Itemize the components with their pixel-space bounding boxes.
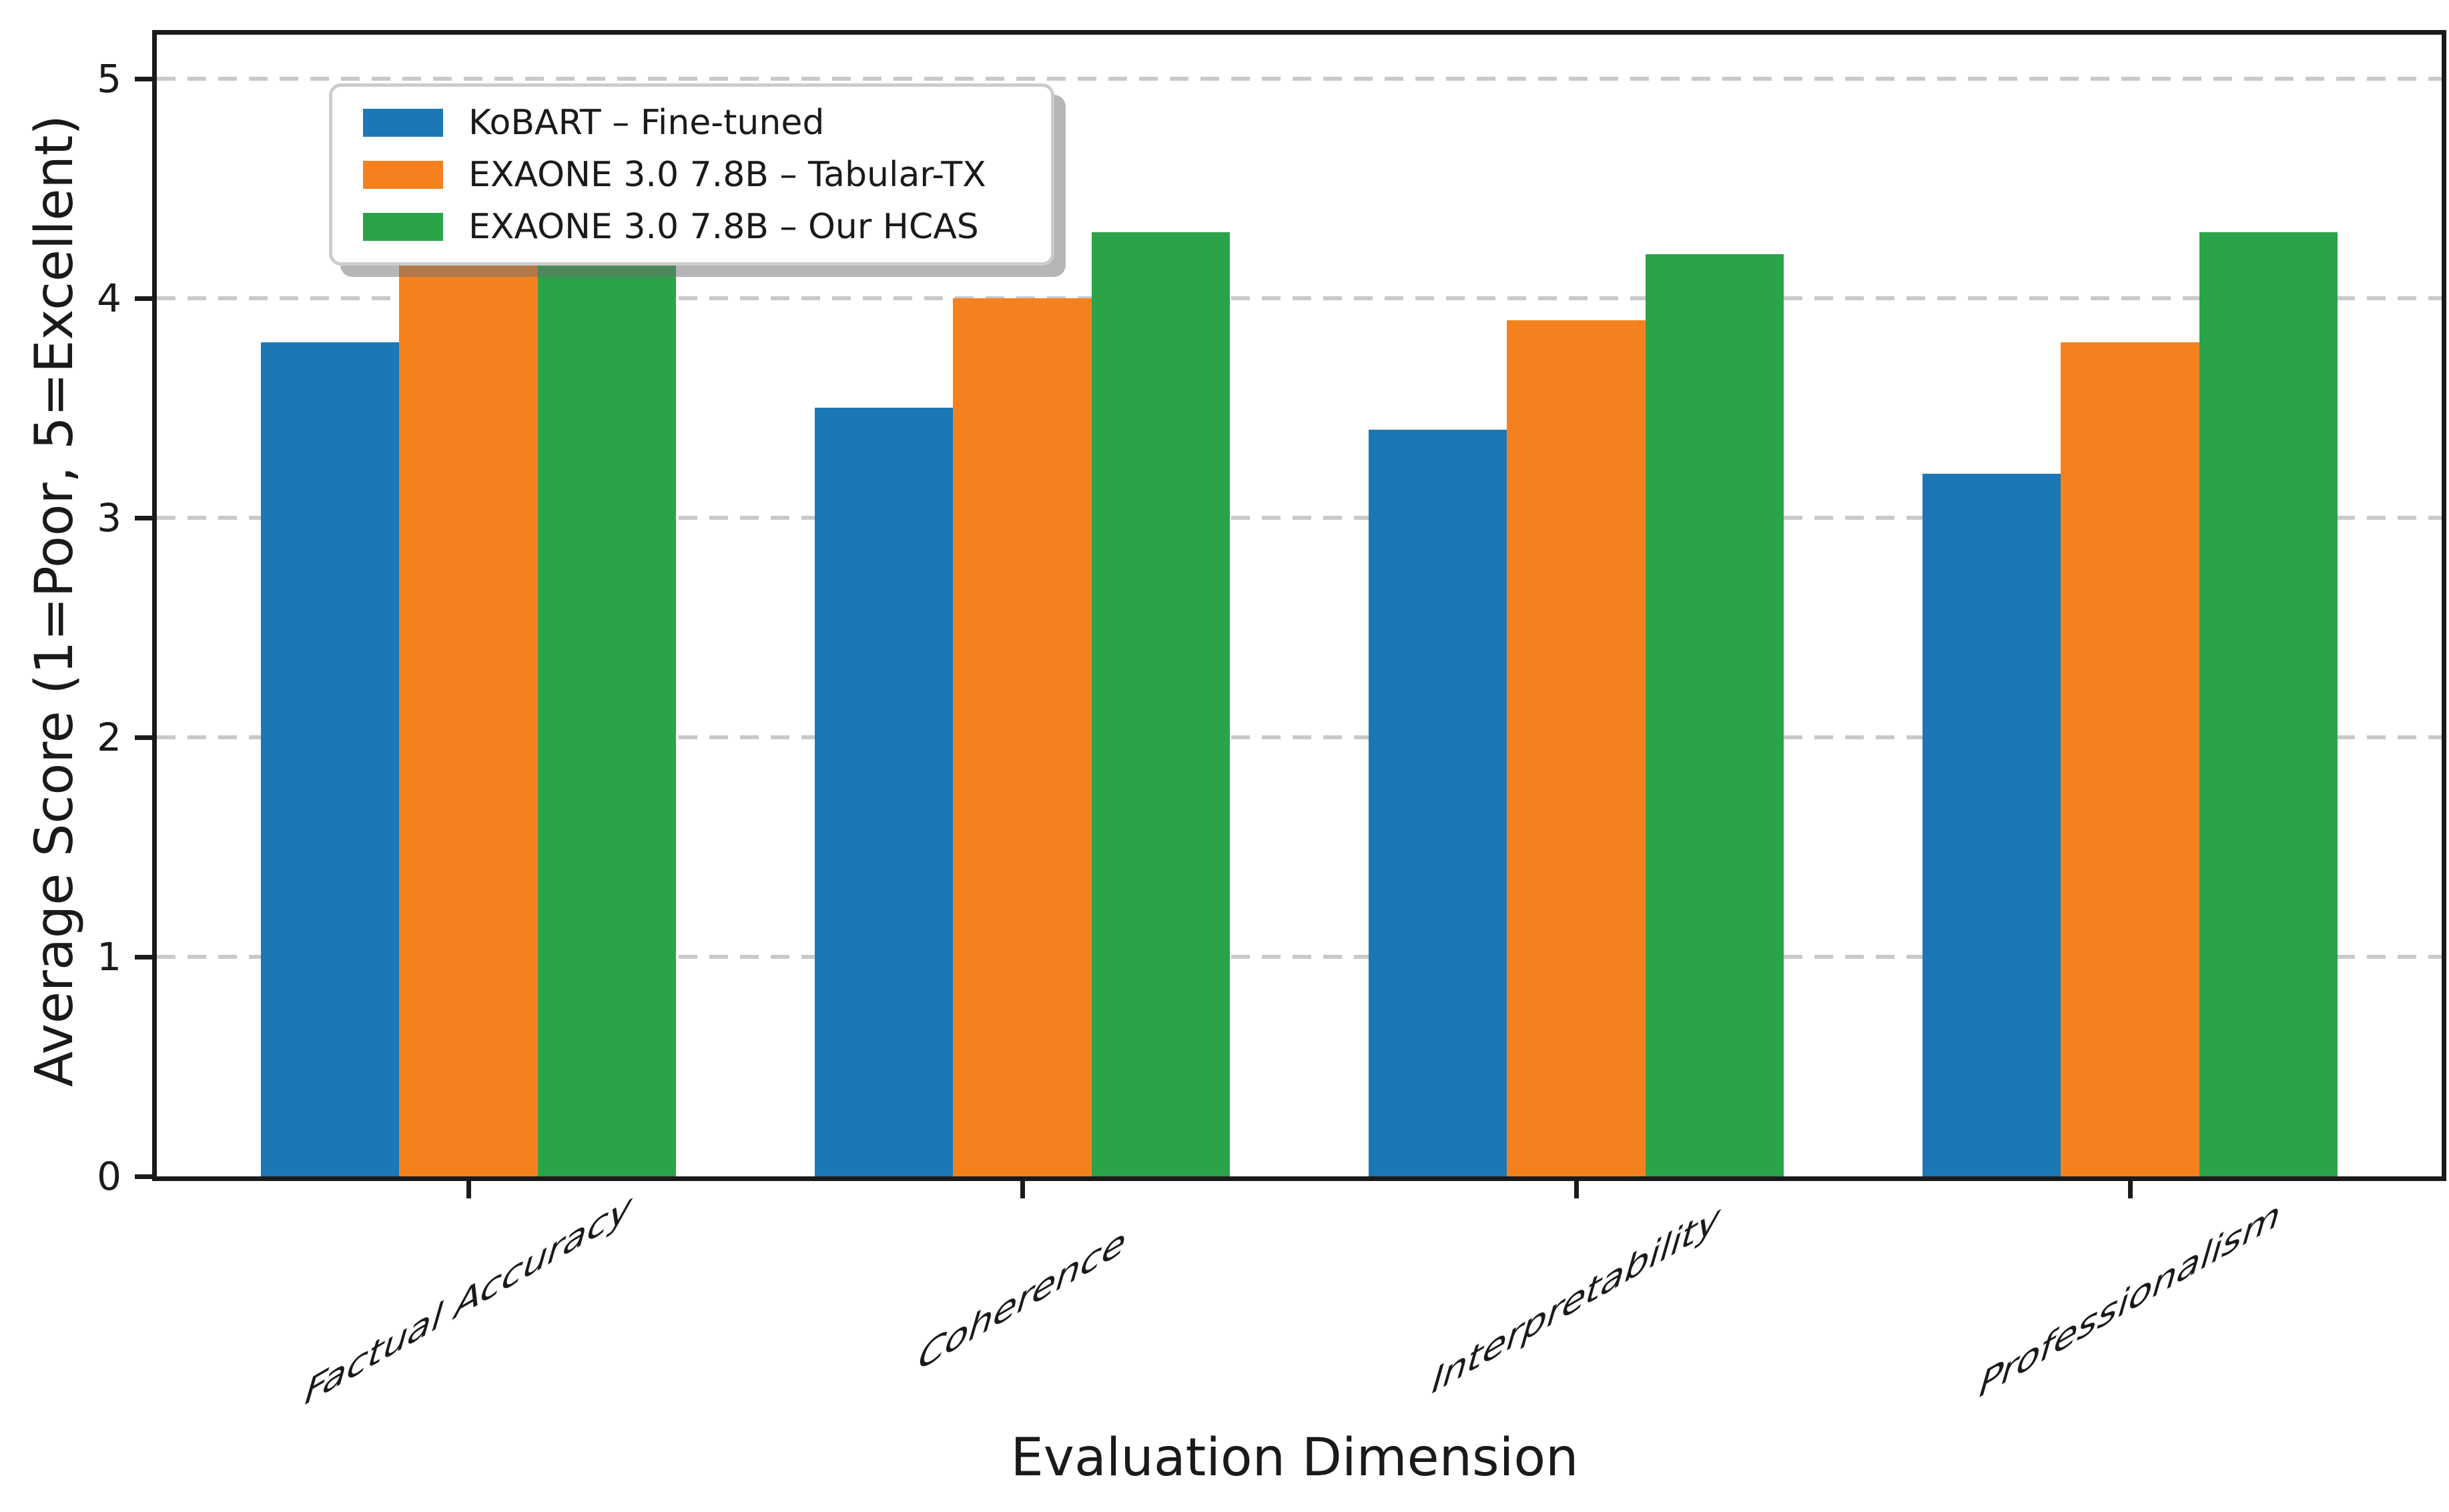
legend-label-exaone-3-0-7-8b-tabular-tx: EXAONE 3.0 7.8B – Tabular-TX xyxy=(468,154,986,195)
y-tick-label-4: 4 xyxy=(97,275,121,321)
legend-label-exaone-3-0-7-8b-our-hcas: EXAONE 3.0 7.8B – Our HCAS xyxy=(468,206,979,247)
legend-item-exaone-3-0-7-8b-our-hcas: EXAONE 3.0 7.8B – Our HCAS xyxy=(363,201,1031,253)
plot-canvas xyxy=(157,35,2442,1176)
y-tick-mark-0 xyxy=(135,1174,152,1179)
y-tick-mark-2 xyxy=(135,735,152,740)
bar-exaone-3-0-7-8b-tabular-tx-coherence xyxy=(953,298,1092,1176)
bar-exaone-3-0-7-8b-our-hcas-factual-accuracy xyxy=(537,243,677,1176)
bar-kobart-fine-tuned-professionalism xyxy=(1922,474,2061,1176)
gridline-y-2 xyxy=(157,735,2442,739)
gridline-y-3 xyxy=(157,515,2442,520)
legend-swatch-kobart-fine-tuned xyxy=(363,108,443,137)
y-tick-mark-4 xyxy=(135,296,152,301)
legend-swatch-exaone-3-0-7-8b-our-hcas xyxy=(363,212,443,241)
bar-exaone-3-0-7-8b-our-hcas-coherence xyxy=(1091,232,1231,1176)
y-tick-label-3: 3 xyxy=(97,494,121,540)
y-tick-mark-5 xyxy=(135,76,152,81)
bar-kobart-fine-tuned-interpretability xyxy=(1368,430,1507,1176)
x-tick-label-professionalism: Professionalism xyxy=(1973,1189,2288,1409)
y-axis-label: Average Score (1=Poor, 5=Excellent) xyxy=(25,115,85,1087)
bar-exaone-3-0-7-8b-tabular-tx-interpretability xyxy=(1507,320,1646,1176)
x-tick-label-interpretability: Interpretability xyxy=(1425,1193,1727,1405)
y-tick-label-1: 1 xyxy=(97,933,121,980)
y-tick-mark-1 xyxy=(135,954,152,960)
x-axis-label: Evaluation Dimension xyxy=(1010,1428,1579,1488)
bar-kobart-fine-tuned-coherence xyxy=(814,408,954,1176)
legend: KoBART – Fine-tuned EXAONE 3.0 7.8B – Tab… xyxy=(329,83,1054,266)
gridline-y-5 xyxy=(157,76,2442,81)
y-tick-label-0: 0 xyxy=(97,1154,121,1199)
x-tick-label-coherence: Coherence xyxy=(912,1216,1133,1382)
x-tick-mark-interpretability xyxy=(1574,1181,1580,1198)
bar-exaone-3-0-7-8b-tabular-tx-professionalism xyxy=(2061,342,2199,1176)
plot-area: KoBART – Fine-tuned EXAONE 3.0 7.8B – Tab… xyxy=(152,30,2446,1181)
legend-label-kobart-fine-tuned: KoBART – Fine-tuned xyxy=(468,102,825,143)
y-tick-label-2: 2 xyxy=(97,714,121,760)
bar-exaone-3-0-7-8b-tabular-tx-factual-accuracy xyxy=(399,254,538,1176)
x-tick-mark-professionalism xyxy=(2128,1181,2133,1198)
x-tick-mark-coherence xyxy=(1020,1181,1025,1198)
gridline-y-4 xyxy=(157,296,2442,300)
bar-exaone-3-0-7-8b-our-hcas-professionalism xyxy=(2199,232,2338,1176)
y-tick-label-5: 5 xyxy=(97,55,121,101)
x-tick-mark-factual-accuracy xyxy=(466,1181,471,1198)
y-tick-mark-3 xyxy=(135,515,152,520)
bar-kobart-fine-tuned-factual-accuracy xyxy=(260,342,400,1176)
gridline-y-1 xyxy=(157,954,2442,959)
x-tick-label-factual-accuracy: Factual Accuracy xyxy=(298,1182,639,1417)
legend-swatch-exaone-3-0-7-8b-tabular-tx xyxy=(363,160,443,189)
bar-exaone-3-0-7-8b-our-hcas-interpretability xyxy=(1645,254,1784,1176)
legend-item-kobart-fine-tuned: KoBART – Fine-tuned xyxy=(363,97,1031,149)
legend-item-exaone-3-0-7-8b-tabular-tx: EXAONE 3.0 7.8B – Tabular-TX xyxy=(363,149,1031,201)
